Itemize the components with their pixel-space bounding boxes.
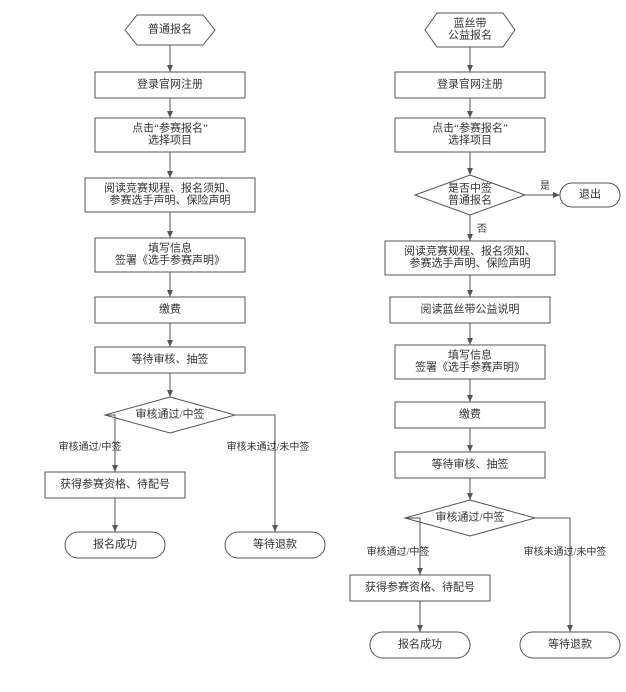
node-text: 等待退款	[548, 637, 592, 651]
node-text: 蓝丝带	[454, 17, 487, 30]
right-n2: 点击“参赛报名”选择项目	[395, 118, 545, 152]
svg-text:审核通过/中签: 审核通过/中签	[59, 440, 122, 453]
svg-text:否: 否	[477, 223, 487, 235]
node-text: 审核通过/中签	[435, 510, 504, 524]
right-start: 蓝丝带公益报名	[425, 13, 515, 47]
right-e1: 报名成功	[370, 632, 470, 658]
svg-text:审核未通过/未中签: 审核未通过/未中签	[227, 440, 310, 453]
node-text: 登录官网注册	[437, 77, 503, 91]
node-text: 报名成功	[398, 637, 442, 651]
node-text: 登录官网注册	[137, 77, 203, 91]
node-text: 参赛选手声明、保险声明	[410, 256, 531, 270]
node-text: 等待审核、抽签	[432, 457, 509, 471]
svg-text:审核未通过/未中签: 审核未通过/未中签	[524, 545, 607, 558]
left-n7: 获得参赛资格、待配号	[45, 472, 185, 498]
left-e2: 等待退款	[225, 532, 325, 558]
svg-text:是: 是	[540, 180, 550, 192]
left-n2: 点击“参赛报名”选择项目	[95, 118, 245, 152]
right-n6: 等待审核、抽签	[395, 452, 545, 478]
left-n6: 等待审核、抽签	[95, 347, 245, 373]
right-n7: 获得参赛资格、待配号	[350, 575, 490, 601]
right-n1: 登录官网注册	[395, 72, 545, 98]
left-n5: 缴费	[95, 297, 245, 323]
left-start: 普通报名	[125, 15, 215, 45]
node-text: 选择项目	[448, 133, 492, 147]
node-text: 签署《选手参赛声明》	[415, 360, 525, 374]
node-text: 普通报名	[448, 193, 492, 207]
right-n3b: 阅读蓝丝带公益说明	[390, 297, 550, 323]
node-text: 参赛选手声明、保险声明	[110, 193, 231, 207]
right-n3: 阅读竞赛规程、报名须知、参赛选手声明、保险声明	[385, 241, 555, 275]
node-text: 缴费	[459, 407, 481, 421]
right-d0: 是否中签普通报名	[415, 175, 525, 215]
node-text: 报名成功	[93, 537, 137, 551]
right-e2: 等待退款	[520, 632, 620, 658]
left-n3: 阅读竞赛规程、报名须知、参赛选手声明、保险声明	[85, 178, 255, 212]
node-text: 阅读竞赛规程、报名须知、	[104, 181, 236, 195]
node-text: 等待审核、抽签	[132, 352, 209, 366]
edge	[535, 518, 570, 632]
node-text: 获得参赛资格、待配号	[365, 580, 475, 594]
left-e1: 报名成功	[65, 532, 165, 558]
left-d1: 审核通过/中签	[105, 397, 235, 433]
node-text: 阅读蓝丝带公益说明	[421, 302, 520, 316]
node-text: 等待退款	[253, 537, 297, 551]
node-text: 签署《选手参赛声明》	[115, 253, 225, 267]
right-n4: 填写信息签署《选手参赛声明》	[395, 345, 545, 379]
node-text: 退出	[579, 187, 601, 201]
flowchart-canvas: 普通报名登录官网注册点击“参赛报名”选择项目阅读竞赛规程、报名须知、参赛选手声明…	[0, 0, 626, 692]
node-text: 审核通过/中签	[135, 407, 204, 421]
node-text: 获得参赛资格、待配号	[60, 477, 170, 491]
node-text: 点击“参赛报名”	[132, 121, 208, 135]
right-exit: 退出	[560, 183, 620, 207]
left-n1: 登录官网注册	[95, 72, 245, 98]
node-text: 公益报名	[448, 28, 492, 42]
node-text: 普通报名	[148, 22, 192, 36]
right-d1: 审核通过/中签	[405, 500, 535, 536]
node-text: 是否中签	[448, 181, 492, 195]
left-n4: 填写信息签署《选手参赛声明》	[95, 238, 245, 272]
node-text: 缴费	[159, 302, 181, 316]
node-text: 点击“参赛报名”	[432, 121, 508, 135]
edge	[235, 415, 275, 532]
node-text: 填写信息	[448, 348, 492, 362]
node-text: 阅读竞赛规程、报名须知、	[404, 244, 536, 258]
svg-text:审核通过/中签: 审核通过/中签	[367, 545, 430, 558]
node-text: 填写信息	[148, 241, 192, 255]
node-text: 选择项目	[148, 133, 192, 147]
right-n5: 缴费	[395, 402, 545, 428]
